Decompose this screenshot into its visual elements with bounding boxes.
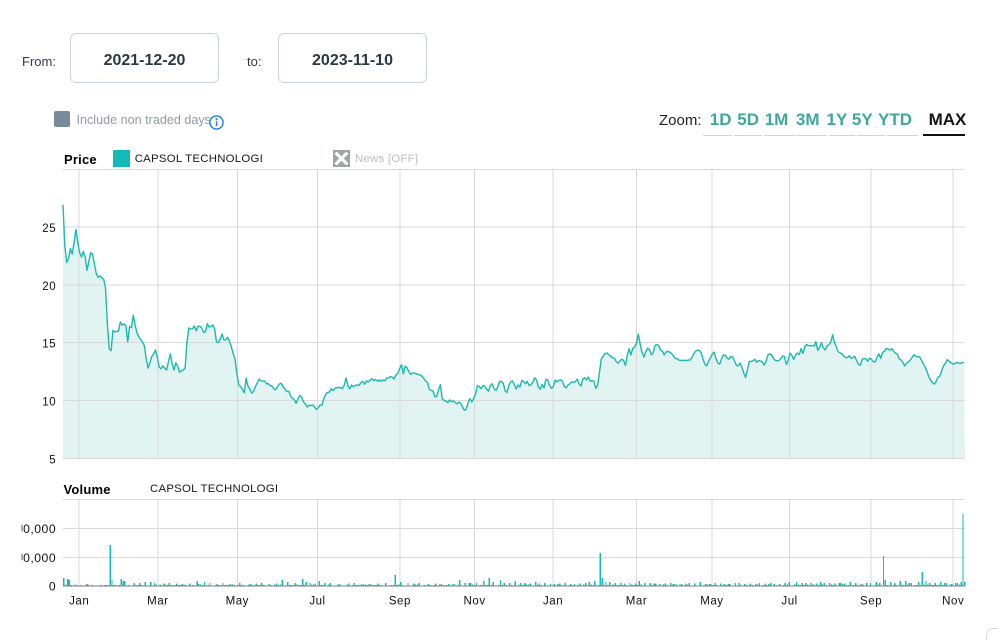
- svg-text:Mar: Mar: [147, 596, 168, 608]
- svg-text:Jan: Jan: [543, 596, 563, 608]
- svg-text:15: 15: [42, 339, 56, 351]
- svg-text:10: 10: [42, 397, 56, 409]
- svg-text:Sep: Sep: [860, 596, 882, 608]
- svg-text:Mar: Mar: [626, 596, 647, 608]
- svg-text:20: 20: [42, 281, 56, 293]
- svg-text:Jul: Jul: [309, 596, 325, 608]
- svg-text:Nov: Nov: [942, 596, 964, 608]
- svg-text:Jul: Jul: [781, 596, 797, 608]
- svg-text:Sep: Sep: [389, 596, 411, 608]
- svg-text:0,000: 0,000: [23, 551, 56, 565]
- svg-text:5: 5: [49, 454, 56, 466]
- svg-text:Jan: Jan: [69, 596, 89, 608]
- svg-text:May: May: [700, 596, 723, 608]
- svg-text:0,000: 0,000: [23, 522, 56, 536]
- svg-text:0: 0: [49, 579, 56, 593]
- svg-text:Nov: Nov: [464, 596, 486, 608]
- svg-text:25: 25: [42, 223, 56, 235]
- svg-text:May: May: [226, 596, 249, 608]
